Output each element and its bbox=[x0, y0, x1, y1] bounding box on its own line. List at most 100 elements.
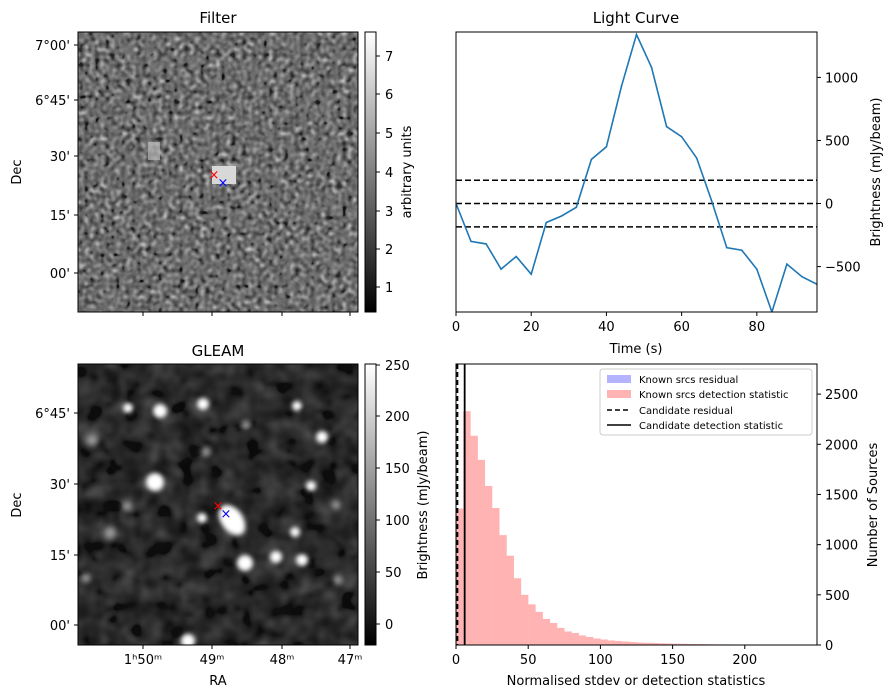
detection-bar bbox=[600, 639, 608, 645]
gleam-source bbox=[237, 555, 253, 571]
detection-bar bbox=[470, 435, 478, 645]
filter-colorbar: 1 2 3 4 5 6 7 arbitrary units bbox=[364, 31, 415, 313]
light-curve-point bbox=[545, 221, 548, 224]
filter-cbar-label: arbitrary units bbox=[400, 125, 415, 218]
light-curve-point bbox=[650, 66, 653, 69]
light-curve-axes: 0 20 40 60 80 −500 0 500 1000 bbox=[452, 71, 861, 335]
gleam-ytick-label: 6°45' bbox=[35, 407, 70, 422]
detection-bar bbox=[484, 485, 493, 645]
light-curve-point bbox=[560, 215, 563, 217]
gleam-xtick-label: 48ᵐ bbox=[270, 653, 295, 668]
gleam-ytick-label: 00' bbox=[50, 619, 70, 634]
light-curve-point bbox=[665, 125, 668, 128]
hist-ytick-label: 1500 bbox=[825, 488, 858, 503]
detection-bar bbox=[456, 508, 464, 645]
gleam-source bbox=[290, 527, 300, 537]
filter-ylabel: Dec bbox=[10, 159, 25, 184]
detection-bar bbox=[513, 578, 522, 645]
gleam-cbar-tick: 100 bbox=[385, 514, 410, 529]
gleam-xtick-label: 49ᵐ bbox=[200, 653, 225, 668]
light-curve-title: Light Curve bbox=[593, 9, 679, 27]
filter-ytick-label: 6°45' bbox=[35, 94, 70, 109]
lc-xtick-label: 20 bbox=[523, 320, 540, 335]
detection-bar bbox=[463, 411, 471, 645]
detection-bar bbox=[607, 640, 616, 645]
gleam-source bbox=[306, 481, 316, 491]
gleam-cbar-tick: 50 bbox=[385, 566, 402, 581]
histogram-ylabel: Number of Sources bbox=[866, 443, 881, 568]
light-curve-point bbox=[500, 268, 502, 270]
detection-bar bbox=[499, 535, 507, 645]
gleam-xticks: 1ʰ50ᵐ 49ᵐ 48ᵐ 47ᵐ bbox=[124, 645, 362, 668]
gleam-source bbox=[270, 551, 282, 563]
light-curve-xlabel: Time (s) bbox=[609, 342, 663, 357]
legend-label-candidate-detection: Candidate detection statistic bbox=[639, 421, 783, 432]
gleam-source bbox=[181, 634, 195, 645]
gleam-faint-source bbox=[333, 575, 343, 585]
histogram-plot bbox=[456, 364, 796, 645]
legend-frame bbox=[599, 368, 813, 436]
filter-cbar-tick: 3 bbox=[385, 205, 393, 220]
gleam-faint-source bbox=[104, 527, 116, 539]
gleam-xtick-label: 47ᵐ bbox=[338, 653, 363, 668]
light-curve-point bbox=[680, 135, 683, 138]
legend-label-detection: Known srcs detection statistic bbox=[639, 390, 788, 401]
gleam-faint-source bbox=[241, 420, 251, 430]
filter-ytick-label: 7°00' bbox=[35, 39, 70, 54]
hist-xtick-label: 0 bbox=[452, 653, 460, 668]
gleam-cbar-tick: 200 bbox=[385, 410, 410, 425]
detection-bar bbox=[665, 643, 673, 645]
filter-yticks: 7°00' 6°45' 30' 15' 00' bbox=[35, 39, 78, 282]
gleam-faint-source bbox=[81, 573, 91, 583]
light-curve-point bbox=[740, 249, 743, 251]
legend-label-residual: Known srcs residual bbox=[639, 375, 738, 386]
lc-ytick-label: −500 bbox=[825, 261, 861, 276]
gleam-source bbox=[296, 554, 308, 566]
light-curve-point bbox=[695, 157, 698, 159]
hist-ytick-label: 1000 bbox=[825, 539, 858, 554]
hist-xtick-label: 150 bbox=[660, 653, 685, 668]
detection-bar bbox=[564, 631, 572, 645]
detection-bar bbox=[542, 618, 551, 645]
gleam-faint-source bbox=[201, 447, 211, 457]
hist-ytick-label: 500 bbox=[825, 589, 850, 604]
hist-ytick-label: 0 bbox=[825, 639, 833, 654]
lc-xtick-label: 40 bbox=[598, 320, 615, 335]
detection-bar bbox=[585, 636, 594, 645]
light-curve-point bbox=[485, 243, 487, 245]
gleam-ytick-label: 30' bbox=[50, 478, 70, 493]
filter-cbar-tick: 5 bbox=[385, 127, 393, 142]
gleam-xtick-label: 1ʰ50ᵐ bbox=[124, 653, 162, 668]
lc-xtick-label: 0 bbox=[452, 320, 460, 335]
gleam-source bbox=[153, 404, 167, 418]
detection-bar bbox=[679, 643, 688, 645]
detection-bar bbox=[658, 643, 666, 645]
filter-cbar-tick: 4 bbox=[385, 166, 393, 181]
detection-bar bbox=[622, 641, 630, 645]
filter-cbar-tick: 6 bbox=[385, 88, 393, 103]
light-curve-point bbox=[635, 33, 638, 36]
detection-bar bbox=[672, 643, 681, 645]
filter-cbar-tick: 7 bbox=[385, 50, 393, 65]
gleam-yticks: 6°45' 30' 15' 00' bbox=[35, 407, 78, 634]
filter-ytick-label: 30' bbox=[50, 150, 70, 165]
gleam-title: GLEAM bbox=[192, 342, 245, 360]
gleam-xlabel: RA bbox=[209, 674, 227, 689]
lc-xtick-label: 60 bbox=[673, 320, 690, 335]
detection-bar bbox=[492, 508, 500, 645]
light-curve-point bbox=[590, 158, 593, 161]
gleam-sources bbox=[123, 398, 328, 645]
detection-bar bbox=[506, 555, 514, 645]
gleam-faint-sources bbox=[81, 420, 343, 585]
light-curve-point bbox=[725, 246, 728, 249]
gleam-source bbox=[197, 513, 207, 523]
detection-bar bbox=[557, 627, 565, 645]
detection-bar bbox=[643, 642, 652, 645]
filter-bright-spot bbox=[212, 166, 236, 184]
gleam-cbar-tick: 150 bbox=[385, 462, 410, 477]
light-curve-point bbox=[710, 200, 713, 202]
filter-image bbox=[78, 32, 358, 312]
gleam-source bbox=[123, 403, 133, 413]
